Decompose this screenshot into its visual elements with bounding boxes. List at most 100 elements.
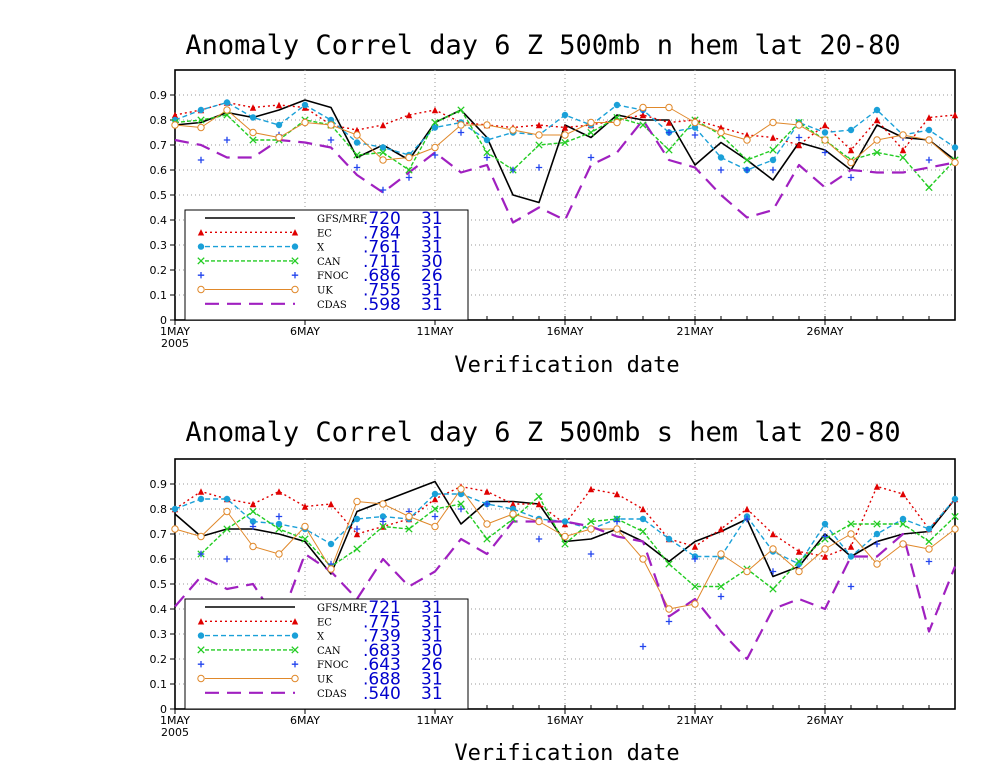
data-point-uk — [327, 121, 335, 129]
data-point-can — [639, 527, 647, 536]
chart-title: Anomaly Correl day 6 Z 500mb n hem lat 2… — [185, 30, 900, 61]
series-markers — [171, 99, 959, 194]
data-point-x — [873, 530, 881, 538]
data-point-ec — [899, 490, 907, 498]
legend-label: X — [317, 632, 325, 643]
y-tick-label: 0.9 — [150, 478, 168, 491]
data-point-uk — [431, 522, 439, 531]
data-point-can — [925, 183, 933, 192]
data-point-x — [171, 505, 179, 513]
data-point-x — [197, 106, 205, 114]
data-point-fnoc — [483, 500, 491, 508]
y-tick-label: 0.4 — [150, 214, 168, 227]
data-point-x — [925, 525, 933, 533]
legend-swatch-marker — [291, 618, 299, 625]
data-point-ec — [405, 111, 413, 119]
legend-mean: .688 — [363, 670, 401, 690]
data-point-fnoc — [821, 533, 829, 540]
legend-label: EC — [317, 617, 332, 628]
data-point-x — [899, 515, 907, 523]
data-point-x — [691, 124, 699, 131]
legend-label: CDAS — [317, 689, 347, 700]
data-point-x — [249, 518, 257, 525]
data-point-ec — [769, 134, 777, 141]
data-point-can — [353, 545, 361, 553]
y-tick-label: 0.6 — [150, 553, 168, 566]
data-point-x — [353, 139, 361, 146]
data-point-fnoc — [457, 505, 465, 513]
data-point-can — [535, 492, 543, 501]
data-point-ec — [951, 111, 959, 119]
data-point-ec — [743, 131, 751, 139]
data-point-uk — [717, 550, 725, 558]
legend-count: 30 — [421, 641, 443, 661]
data-point-ec — [171, 111, 179, 119]
data-point-ec — [353, 530, 361, 538]
data-point-x — [249, 114, 257, 121]
data-point-x — [717, 154, 725, 161]
legend-mean: .643 — [363, 655, 401, 675]
data-point-uk — [353, 131, 361, 139]
data-point-can — [951, 512, 959, 521]
data-point-fnoc — [587, 154, 595, 161]
legend-swatch-marker — [291, 632, 299, 639]
y-tick-label: 0 — [160, 703, 167, 716]
data-point-uk — [899, 131, 907, 139]
data-point-x — [431, 124, 439, 131]
data-point-ec — [275, 101, 283, 109]
data-point-ec — [197, 488, 205, 495]
data-point-uk — [171, 525, 179, 533]
y-tick-label: 0.7 — [150, 139, 168, 152]
data-point-ec — [483, 488, 491, 495]
data-point-can — [665, 146, 673, 154]
data-point-ec — [743, 505, 751, 513]
legend-mean: .720 — [363, 209, 401, 229]
data-point-fnoc — [327, 136, 335, 144]
data-point-uk — [925, 545, 933, 553]
legend-swatch-marker — [197, 632, 205, 639]
legend-mean: .784 — [363, 223, 401, 243]
y-tick-label: 0.1 — [150, 289, 168, 302]
data-point-ec — [639, 505, 647, 513]
y-tick-label: 0.8 — [150, 114, 168, 127]
data-point-ec — [379, 121, 387, 129]
legend-count: 31 — [421, 670, 443, 690]
data-point-uk — [353, 497, 361, 506]
data-point-x — [223, 495, 231, 503]
data-point-fnoc — [431, 513, 439, 520]
data-point-fnoc — [691, 555, 699, 563]
data-point-uk — [821, 136, 829, 144]
data-point-ec — [821, 121, 829, 129]
legend-swatch-marker — [197, 661, 205, 668]
data-point-fnoc — [613, 518, 621, 525]
data-point-fnoc — [873, 540, 881, 548]
data-point-x — [873, 106, 881, 114]
data-point-fnoc — [769, 166, 777, 174]
data-point-x — [613, 101, 621, 109]
data-point-x — [925, 126, 933, 134]
x-tick-label: 1MAY — [160, 325, 190, 338]
y-tick-label: 0.7 — [150, 528, 168, 541]
data-point-can — [743, 156, 751, 164]
data-point-ec — [431, 495, 439, 503]
data-point-uk — [769, 545, 777, 553]
data-point-uk — [873, 136, 881, 144]
legend: GFS/MRF.721 31 EC .775 31 X .739 31 CAN .683 30 FNO… — [184, 598, 469, 710]
legend-count: 31 — [421, 612, 443, 632]
legend-swatch-marker — [197, 243, 205, 250]
data-point-x — [327, 116, 335, 124]
data-point-fnoc — [847, 583, 855, 590]
data-point-uk — [951, 158, 959, 167]
data-point-can — [873, 520, 881, 528]
data-point-x — [301, 101, 309, 109]
data-point-can — [925, 537, 933, 546]
legend-mean: .683 — [363, 641, 401, 661]
legend-count: 30 — [421, 252, 443, 272]
data-point-x — [665, 535, 673, 543]
x-tick-label: 21MAY — [677, 714, 714, 727]
y-tick-label: 0.5 — [150, 189, 168, 202]
data-point-can — [457, 500, 465, 508]
legend-label: UK — [317, 675, 333, 686]
data-point-uk — [405, 512, 413, 521]
